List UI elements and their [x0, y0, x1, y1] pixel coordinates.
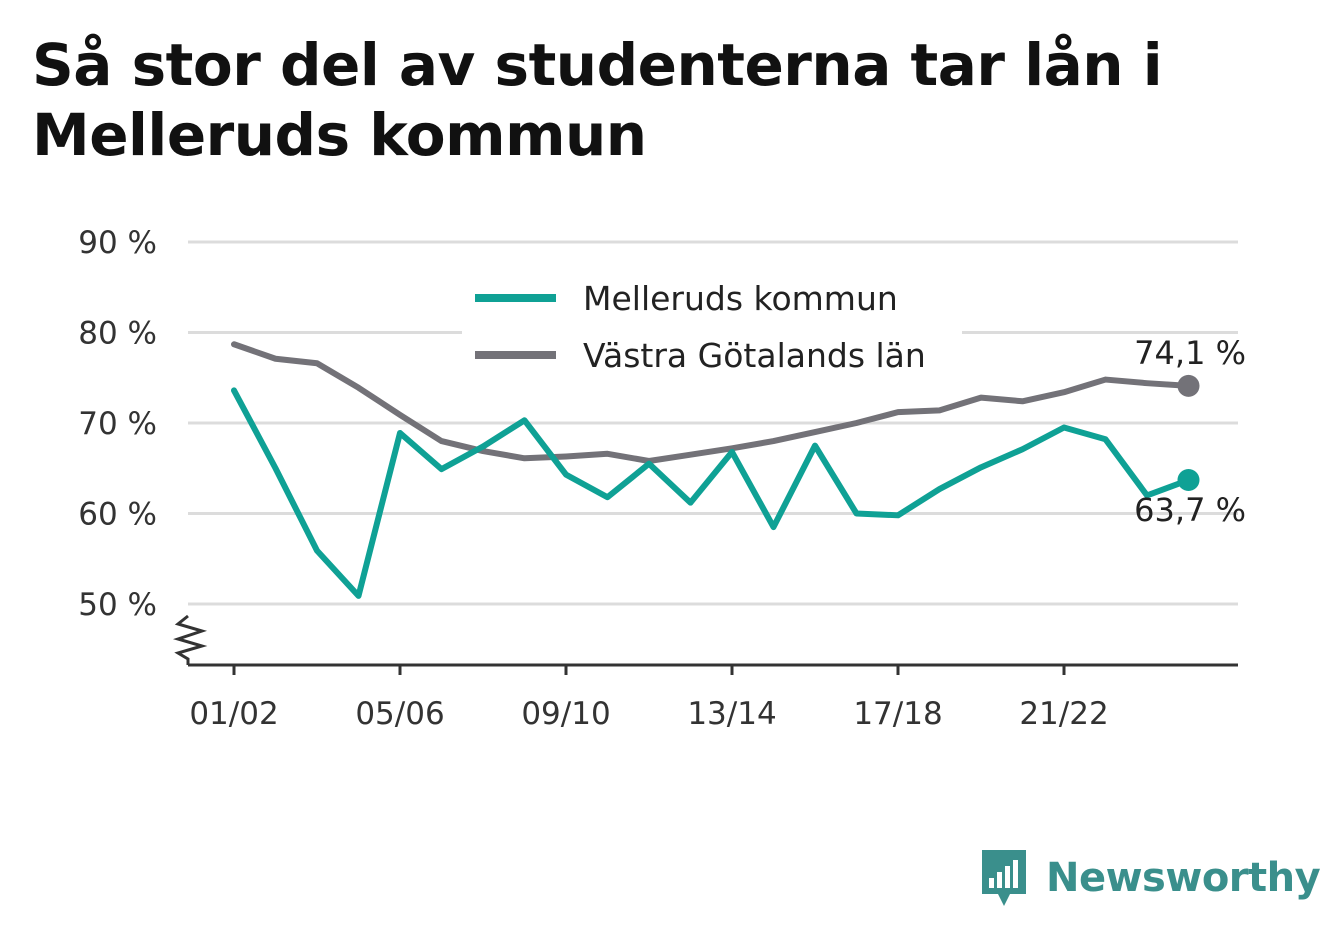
x-tick-label: 01/02 — [189, 696, 278, 732]
end-labels: 74,1 % 63,7 % — [1134, 334, 1246, 529]
end-label: 74,1 % — [1134, 334, 1246, 372]
y-tick-label: 50 % — [78, 587, 157, 623]
y-axis-break — [172, 614, 208, 665]
x-tick-label: 21/22 — [1019, 696, 1108, 732]
brand-name: Newsworthy — [1046, 855, 1321, 901]
legend-label: Melleruds kommun — [583, 279, 898, 318]
x-tick-label: 09/10 — [521, 696, 610, 732]
bar-chart-logo-icon — [982, 850, 1026, 906]
chart-title: Så stor del av studenterna tar lån i Mel… — [32, 31, 1163, 169]
end-point — [1177, 374, 1200, 397]
y-tick-label: 60 % — [78, 497, 157, 533]
legend-label: Västra Götalands län — [583, 336, 926, 375]
series-line — [231, 341, 1192, 465]
x-tick-label: 17/18 — [853, 696, 942, 732]
newsworthy-brand: Newsworthy — [980, 848, 1321, 908]
y-tick-label: 70 % — [78, 406, 157, 442]
x-tick-label: 13/14 — [687, 696, 776, 732]
series-lines — [231, 341, 1200, 599]
legend: Melleruds kommun Västra Götalands län — [462, 268, 962, 378]
y-tick-label: 90 % — [78, 225, 157, 261]
legend-background — [462, 268, 962, 378]
x-tick-label: 05/06 — [355, 696, 444, 732]
series-line — [231, 387, 1192, 599]
end-point — [1177, 469, 1200, 492]
y-tick-label: 80 % — [78, 316, 157, 352]
axes: 50 % 60 % 70 % 80 % 90 % 01/02 05/06 09/10 13/14… — [78, 225, 1238, 732]
end-label: 63,7 % — [1134, 491, 1246, 529]
gridlines — [188, 240, 1238, 606]
